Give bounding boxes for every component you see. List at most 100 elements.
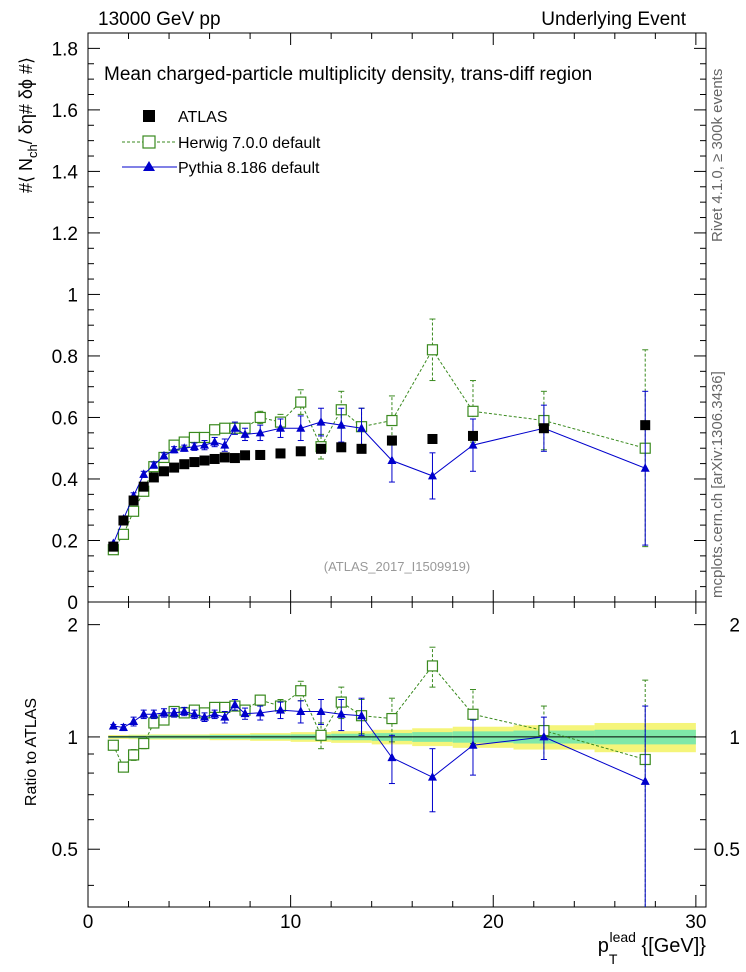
pythia-point: [240, 429, 250, 438]
atlas-point: [640, 420, 651, 431]
pythia-point: [189, 441, 199, 451]
pythia-point: [200, 712, 210, 721]
pythia-point: [640, 776, 650, 785]
y-tick-label-top: 1.8: [52, 39, 78, 60]
pythia-point: [539, 731, 549, 741]
legend: ATLAS Herwig 7.0.0 default Pythia 8.186 …: [122, 109, 321, 177]
herwig-point: [426, 344, 439, 356]
pythia-point: [427, 470, 437, 480]
atlas-point: [229, 453, 240, 464]
atlas-point: [128, 495, 139, 506]
pythia-point: [387, 455, 397, 465]
atlas-point: [148, 472, 159, 483]
pythia-point: [139, 709, 149, 718]
herwig-point: [117, 761, 130, 773]
pythia-point: [316, 417, 326, 426]
pythia-point: [316, 706, 326, 715]
y-tick-label-top: 1.6: [52, 101, 78, 122]
x-title-main: p: [598, 935, 609, 957]
herwig-point: [107, 739, 119, 751]
pythia-point: [179, 706, 189, 715]
pythia-point: [210, 437, 220, 446]
herwig-point: [254, 411, 266, 424]
atlas-point: [138, 481, 149, 492]
herwig-point: [219, 701, 231, 713]
bottom-panel: 0 10 20 30 0.5 0.5 1 1 2 2: [52, 601, 740, 933]
x-tick-label: 30: [685, 912, 706, 933]
herwig-point: [467, 405, 479, 417]
herwig-point: [188, 431, 200, 444]
pythia-point: [139, 469, 149, 478]
y-axis-title-top: #⟨ Nch/ δη# δϕ #⟩: [16, 57, 40, 193]
herwig-point: [295, 396, 307, 408]
y-tick-label-top: 0.6: [52, 408, 78, 429]
y-tick-label-bottom: 2: [67, 616, 78, 637]
legend-atlas-marker: [143, 110, 155, 122]
atlas-point: [209, 453, 220, 464]
pythia-point: [296, 706, 306, 715]
pythia-point: [230, 699, 240, 709]
atlas-point: [219, 452, 230, 463]
pythia-point: [189, 709, 199, 718]
atlas-point: [255, 449, 266, 460]
pythia-point: [230, 423, 240, 432]
y-tick-label-bottom-right: 2: [729, 616, 740, 637]
pythia-point: [255, 427, 265, 437]
y-tick-label-bottom: 1: [67, 728, 78, 749]
pythia-point: [169, 707, 179, 717]
pythia-point: [179, 443, 189, 452]
pythia-point: [296, 423, 306, 432]
pythia-point: [336, 709, 346, 718]
x-tick-label: 20: [483, 912, 504, 933]
y-title-post: / δη# δϕ #⟩: [16, 57, 36, 144]
y-tick-label-top: 0.2: [52, 531, 78, 552]
pythia-point: [357, 710, 367, 720]
y-tick-label-bottom-right: 0.5: [714, 840, 740, 861]
pythia-point: [149, 709, 159, 718]
pythia-point: [275, 423, 285, 432]
pythia-point: [640, 463, 650, 472]
herwig-point: [254, 694, 266, 706]
atlas-point: [169, 462, 180, 473]
pythia-point: [210, 709, 220, 718]
pythia-point: [108, 720, 118, 730]
herwig-point: [209, 424, 221, 436]
y-tick-label-top: 0.4: [52, 470, 79, 491]
legend-atlas: ATLAS: [178, 109, 228, 126]
header-left: 13000 GeV pp: [98, 9, 221, 30]
pythia-point: [220, 712, 230, 721]
herwig-point: [117, 528, 130, 540]
atlas-point: [386, 435, 397, 446]
herwig-point: [127, 505, 140, 517]
atlas-point: [295, 446, 306, 457]
atlas-point: [240, 450, 251, 461]
atlas-point: [189, 457, 200, 468]
y-tick-label-top: 0: [67, 593, 78, 614]
legend-herwig: Herwig 7.0.0 default: [178, 135, 321, 152]
y-tick-label-top: 1.4: [52, 162, 79, 183]
y-title-sub: ch: [25, 144, 40, 158]
pythia-point: [255, 707, 265, 717]
x-axis-title: pTlead {[GeV]}: [598, 929, 707, 967]
herwig-point: [127, 749, 140, 761]
pythia-point: [275, 705, 285, 714]
legend-pythia: Pythia 8.186 default: [178, 160, 320, 177]
pythia-point: [357, 423, 367, 432]
herwig-point: [426, 660, 439, 672]
x-tick-label: 0: [83, 912, 94, 933]
atlas-point: [427, 433, 438, 444]
herwig-point: [295, 685, 307, 697]
reference-label: (ATLAS_2017_I1509919): [324, 559, 470, 574]
pythia-point: [149, 460, 159, 469]
top-panel: Mean charged-particle multiplicity densi…: [52, 32, 707, 907]
chart-title: Mean charged-particle multiplicity densi…: [104, 64, 592, 85]
atlas-point: [108, 541, 119, 552]
y-tick-label-bottom: 0.5: [52, 840, 78, 861]
side-label-mcplots: mcplots.cern.ch [arXiv:1306.3436]: [709, 371, 726, 598]
y-axis-title-bottom: Ratio to ATLAS: [23, 698, 40, 806]
herwig-point: [386, 414, 398, 427]
atlas-point: [356, 443, 367, 454]
atlas-point: [538, 423, 549, 434]
y-tick-label-top: 1: [67, 285, 78, 306]
